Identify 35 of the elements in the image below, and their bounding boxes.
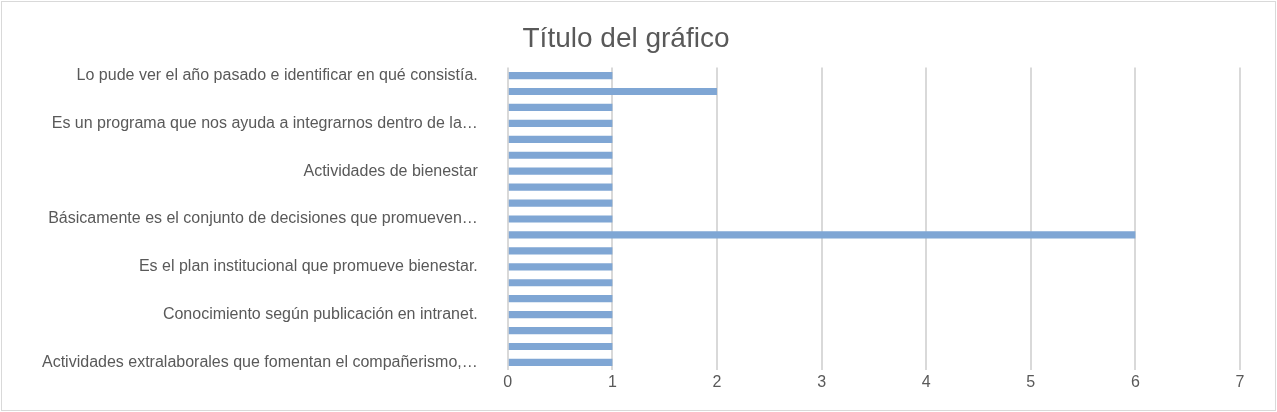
bar — [508, 358, 613, 367]
bar — [508, 263, 613, 271]
bar — [508, 199, 613, 207]
bar — [508, 183, 613, 191]
bar — [508, 135, 613, 143]
x-tick-label: 7 — [1235, 373, 1245, 391]
y-tick-label: Básicamente es el conjunto de decisiones que promueven… — [48, 209, 478, 227]
bar — [508, 103, 613, 112]
bar — [508, 342, 613, 351]
x-tick-label: 0 — [503, 373, 513, 391]
y-tick-label: Actividades de bienestar — [303, 161, 479, 179]
bar — [508, 71, 613, 80]
x-tick-label: 5 — [1026, 373, 1036, 391]
bar — [508, 151, 613, 159]
y-tick-label: Lo pude ver el año pasado e identificar en qué consistía. — [76, 65, 478, 83]
bar — [508, 87, 717, 96]
bar — [508, 119, 613, 127]
bar — [508, 326, 613, 335]
bar — [508, 311, 613, 319]
bar — [508, 231, 1136, 239]
bar — [508, 295, 613, 303]
chart-title: Título del gráfico — [522, 21, 730, 53]
y-tick-label: Es un programa que nos ayuda a integrarnos dentro de la… — [51, 113, 478, 131]
bar — [508, 247, 613, 255]
bar — [508, 279, 613, 287]
y-tick-label: Conocimiento según publicación en intranet. — [162, 305, 478, 323]
bar — [508, 167, 613, 175]
x-tick-label: 2 — [712, 373, 722, 391]
bar — [508, 215, 613, 223]
x-tick-label: 6 — [1130, 373, 1140, 391]
x-tick-label: 4 — [921, 373, 931, 391]
y-tick-label: Es el plan institucional que promueve bienestar. — [138, 257, 478, 275]
x-tick-label: 3 — [817, 373, 827, 391]
y-tick-label: Actividades extralaborales que fomentan el compañerismo,… — [42, 352, 478, 370]
x-tick-label: 1 — [607, 373, 617, 391]
